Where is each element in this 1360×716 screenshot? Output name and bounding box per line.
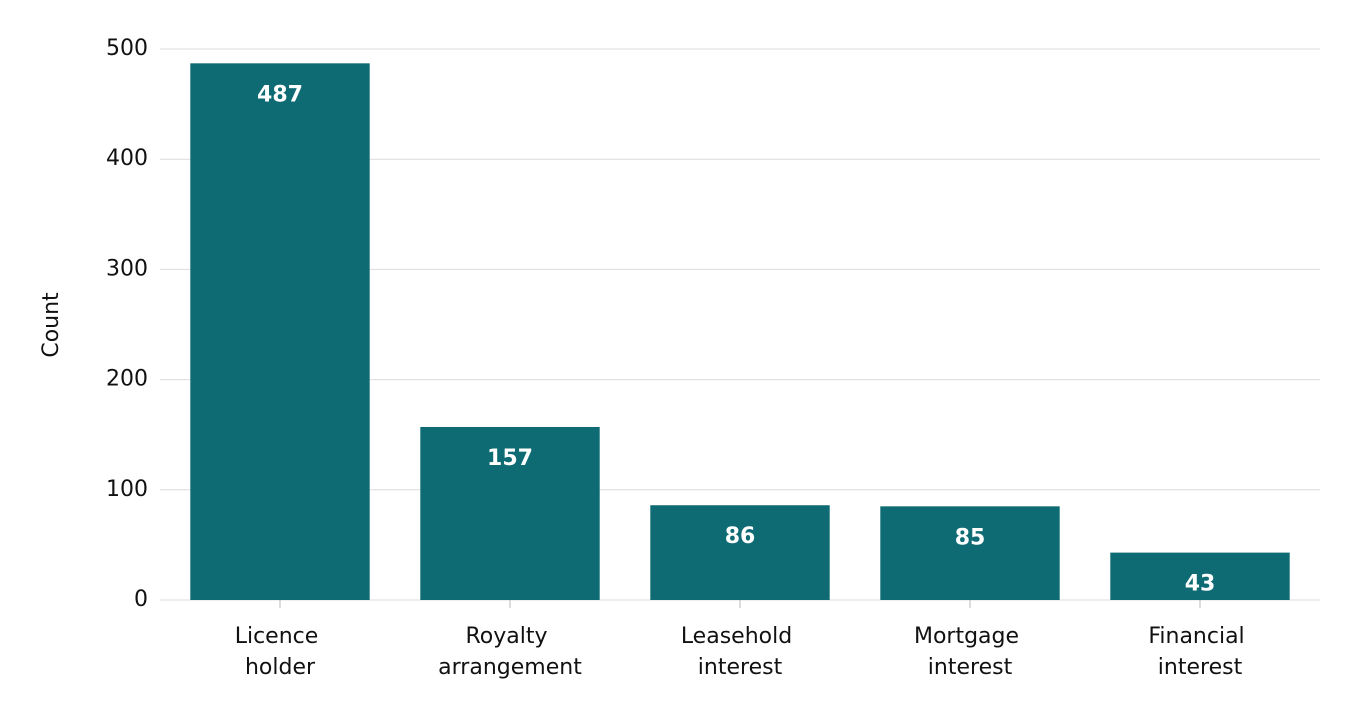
x-tick-label: Mortgage interest [914, 624, 1026, 680]
y-tick-label: 0 [134, 587, 148, 612]
value-label: 157 [487, 446, 533, 471]
y-tick-label: 100 [106, 477, 148, 502]
y-tick-label: 200 [106, 367, 148, 392]
y-tick-label: 400 [106, 146, 148, 171]
y-tick-label: 500 [106, 36, 148, 61]
bar [650, 505, 830, 600]
x-tick-label: Financial interest [1148, 624, 1251, 680]
x-tick-label: Licence holder [235, 624, 326, 680]
value-label: 43 [1185, 572, 1216, 597]
value-label: 85 [955, 525, 986, 550]
bar [420, 426, 600, 600]
value-label: 86 [725, 524, 756, 549]
bar [1110, 552, 1290, 600]
y-tick-label: 300 [106, 256, 148, 281]
bar [190, 63, 370, 601]
value-label: 487 [257, 82, 303, 107]
x-tick-label: Royalty arrangement [438, 624, 582, 680]
y-axis-label: Count [39, 292, 64, 358]
bar [880, 506, 1060, 600]
x-tick-label: Leasehold interest [681, 624, 799, 680]
